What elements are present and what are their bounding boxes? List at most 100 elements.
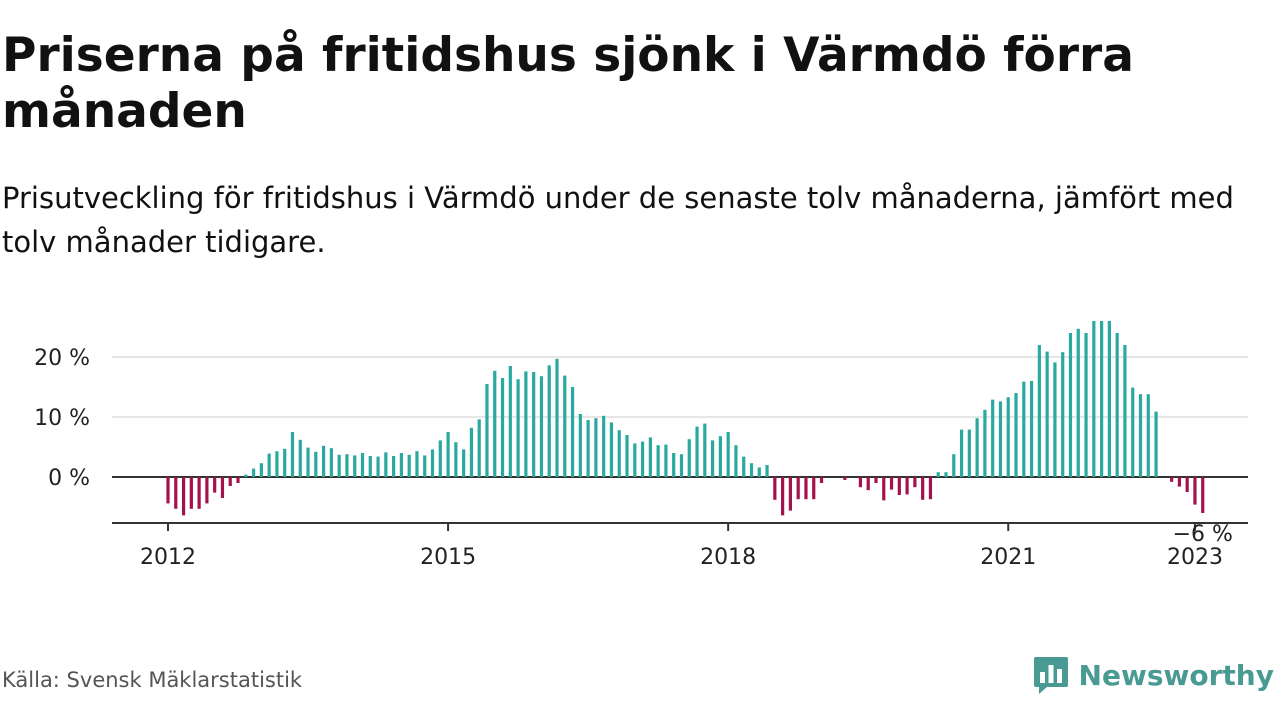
bar <box>788 477 792 511</box>
bar <box>415 451 419 477</box>
bar <box>726 432 730 477</box>
bar <box>345 454 349 477</box>
bar <box>1115 333 1119 477</box>
bar <box>819 477 824 483</box>
bar <box>905 477 909 495</box>
bar <box>508 366 512 477</box>
brand-logo[interactable]: Newsworthy <box>1033 652 1274 698</box>
bar <box>1170 477 1174 482</box>
x-tick-label: 2018 <box>700 545 756 570</box>
bar <box>516 379 520 477</box>
bar <box>773 477 777 500</box>
bar <box>1076 328 1080 477</box>
bar <box>563 375 567 477</box>
bar-chart-logo-icon <box>1033 657 1068 694</box>
bar <box>1037 345 1041 477</box>
bar <box>298 439 302 477</box>
bar <box>1014 393 1018 477</box>
y-tick-label: 10 % <box>34 406 90 431</box>
bar <box>236 477 240 483</box>
bar <box>913 477 917 488</box>
bar <box>1193 477 1197 505</box>
bar <box>1185 477 1189 492</box>
bar <box>1092 321 1096 477</box>
bar <box>189 477 193 509</box>
bar <box>1138 394 1143 477</box>
bar <box>1154 411 1158 477</box>
bar <box>967 429 971 477</box>
bar <box>384 452 388 477</box>
bar <box>462 449 466 477</box>
bar <box>337 454 341 477</box>
bar <box>749 463 754 477</box>
bars-layer <box>166 321 1205 516</box>
bar <box>664 444 668 477</box>
bar <box>314 451 318 477</box>
bar <box>633 443 637 477</box>
bar <box>640 441 645 477</box>
bar <box>493 370 497 477</box>
bar <box>921 477 925 500</box>
bar <box>205 477 209 504</box>
bar <box>1131 387 1135 477</box>
x-tick-label: 2012 <box>140 545 196 570</box>
bar <box>283 448 287 477</box>
bar <box>213 477 217 493</box>
page-title: Priserna på fritidshus sjönk i Värmdö fö… <box>2 28 1134 139</box>
bar <box>267 453 271 477</box>
bar <box>485 384 489 477</box>
bar <box>804 477 808 500</box>
bar <box>594 418 598 477</box>
bar <box>874 477 878 483</box>
bar <box>399 453 403 477</box>
bar <box>368 456 372 477</box>
bar <box>944 472 948 477</box>
bar <box>991 399 995 477</box>
bar <box>306 447 310 477</box>
x-tick-label: 2021 <box>980 545 1036 570</box>
bar <box>1045 351 1049 477</box>
bar <box>796 477 800 500</box>
bar <box>376 456 380 477</box>
y-tick-label: 0 % <box>48 466 90 491</box>
bar <box>983 409 987 477</box>
source-note: Källa: Svensk Mäklarstatistik <box>2 668 303 692</box>
bar <box>555 358 559 477</box>
bar <box>578 414 582 477</box>
bar <box>430 449 435 477</box>
bar <box>718 436 722 477</box>
bar <box>259 463 263 477</box>
bar <box>695 426 699 477</box>
bar <box>742 456 746 477</box>
bar <box>672 453 676 477</box>
bar <box>687 439 691 477</box>
bar <box>1146 394 1150 477</box>
bar <box>781 477 785 516</box>
bar <box>656 445 660 477</box>
bar <box>765 465 769 477</box>
bar <box>174 477 178 509</box>
bar <box>407 454 411 477</box>
bar <box>866 477 870 491</box>
bar <box>1006 397 1010 477</box>
bar <box>353 455 357 477</box>
bar <box>524 371 528 477</box>
bar <box>454 442 458 477</box>
bar <box>617 430 621 477</box>
bar <box>1068 333 1073 477</box>
bar <box>1100 321 1104 477</box>
bar <box>586 420 590 477</box>
bar <box>228 477 232 486</box>
bar <box>936 472 940 477</box>
bar-chart: 0 % 10 % 20 % 2012 2015 2018 2021 2023−6 % <box>34 321 1248 570</box>
bar <box>1029 381 1034 477</box>
brand-name: Newsworthy <box>1078 658 1274 692</box>
bar <box>975 418 979 477</box>
bar <box>703 423 707 477</box>
last-value-label: −6 % <box>1173 522 1233 547</box>
bar <box>423 455 427 477</box>
bar <box>602 415 606 477</box>
bar <box>609 422 614 477</box>
bar <box>547 365 551 477</box>
bar <box>220 477 225 498</box>
